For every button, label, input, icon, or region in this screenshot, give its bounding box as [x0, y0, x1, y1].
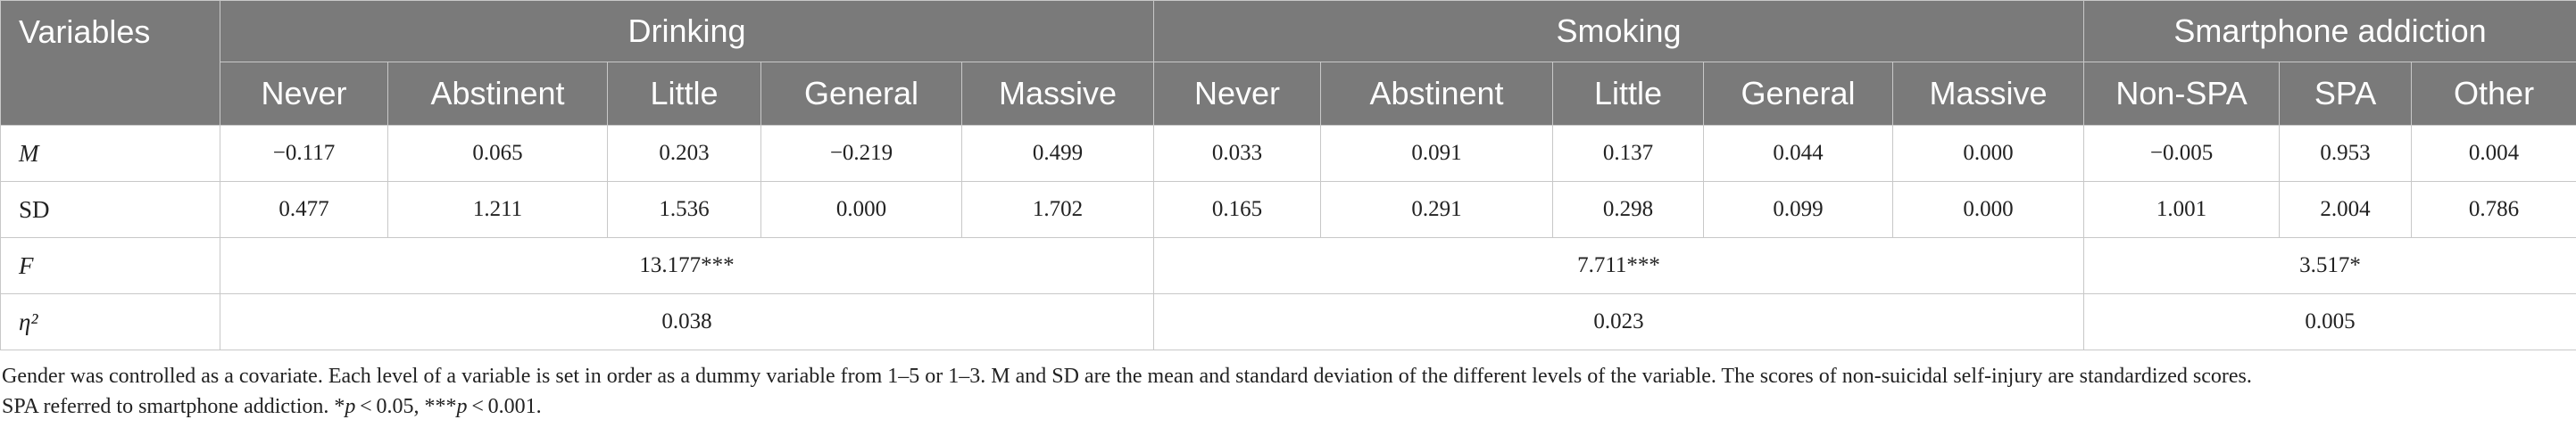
table-row-eta: η² 0.038 0.023 0.005 [0, 293, 2576, 350]
subheader-non-spa: Non-SPA [2083, 62, 2281, 126]
table-cell: 0.953 [2279, 125, 2413, 182]
table-footnote: Gender was controlled as a covariate. Ea… [0, 350, 2576, 422]
table-cell: 0.137 [1552, 125, 1704, 182]
table-cell: 0.099 [1703, 181, 1893, 238]
subheader-drinking-little: Little [607, 62, 761, 126]
footnote-line-2: SPA referred to smartphone addiction. *p… [2, 391, 2576, 422]
table-row-m: M −0.117 0.065 0.203 −0.219 0.499 0.033 … [0, 125, 2576, 182]
table-cell-spa-f: 3.517* [2083, 237, 2576, 294]
table-cell: 0.000 [760, 181, 962, 238]
variables-header: Variables [0, 0, 220, 126]
subheader-smoking-general: General [1703, 62, 1893, 126]
table-cell: 1.211 [387, 181, 608, 238]
row-label-eta: η² [0, 293, 220, 350]
subheader-drinking-never: Never [220, 62, 388, 126]
subheader-smoking-never: Never [1153, 62, 1321, 126]
table-cell: 1.702 [961, 181, 1154, 238]
table-cell-spa-eta: 0.005 [2083, 293, 2576, 350]
footnote-p-symbol: p [456, 395, 468, 418]
table-cell: 0.298 [1552, 181, 1704, 238]
table-cell: 1.001 [2083, 181, 2281, 238]
table-cell: 1.536 [607, 181, 761, 238]
subheader-smoking-massive: Massive [1891, 62, 2085, 126]
table-cell: 0.004 [2411, 125, 2576, 182]
group-header-row: Variables Drinking Smoking Smartphone ad… [0, 0, 2576, 126]
table-cell: 0.203 [607, 125, 761, 182]
footnote-line-1: Gender was controlled as a covariate. Ea… [2, 365, 2252, 388]
footnote-text: < 0.05, *** [355, 395, 457, 418]
table-container: Variables Drinking Smoking Smartphone ad… [0, 0, 2576, 422]
data-table: Variables Drinking Smoking Smartphone ad… [0, 0, 2576, 350]
row-label-f: F [0, 237, 220, 294]
table-cell: −0.219 [760, 125, 962, 182]
table-cell-drinking-eta: 0.038 [220, 293, 1154, 350]
table-cell: 0.165 [1153, 181, 1321, 238]
table-row-f: F 13.177*** 7.711*** 3.517* [0, 237, 2576, 294]
footnote-text: SPA referred to smartphone addiction. * [2, 395, 345, 418]
subheader-row: Never Abstinent Little General Massive N… [1, 62, 2576, 126]
table-cell: 0.091 [1320, 125, 1553, 182]
footnote-text: < 0.001. [467, 395, 542, 418]
table-cell: 0.033 [1153, 125, 1321, 182]
table-cell: 0.000 [1891, 125, 2085, 182]
table-cell: 0.000 [1891, 181, 2085, 238]
subheader-drinking-abstinent: Abstinent [387, 62, 608, 126]
table-row-sd: SD 0.477 1.211 1.536 0.000 1.702 0.165 0… [0, 181, 2576, 238]
group-header-smoking: Smoking [1152, 0, 2085, 62]
table-cell: −0.005 [2083, 125, 2281, 182]
table-cell: 2.004 [2279, 181, 2413, 238]
subheader-drinking-general: General [760, 62, 962, 126]
subheader-smoking-abstinent: Abstinent [1320, 62, 1553, 126]
subheader-drinking-massive: Massive [961, 62, 1154, 126]
subheader-smoking-little: Little [1552, 62, 1704, 126]
table-cell: −0.117 [220, 125, 388, 182]
table-cell: 0.044 [1703, 125, 1893, 182]
group-header-smartphone-addiction: Smartphone addiction [2083, 0, 2576, 62]
table-cell: 0.291 [1320, 181, 1553, 238]
table-cell-smoking-f: 7.711*** [1152, 237, 2085, 294]
subheader-other: Other [2411, 62, 2576, 126]
table-cell: 0.786 [2411, 181, 2576, 238]
table-cell: 0.065 [387, 125, 608, 182]
table-cell-smoking-eta: 0.023 [1152, 293, 2085, 350]
table-cell: 0.477 [220, 181, 388, 238]
footnote-p-symbol: p [345, 395, 356, 418]
table-cell-drinking-f: 13.177*** [220, 237, 1154, 294]
row-label-m: M [0, 125, 220, 182]
row-label-sd: SD [0, 181, 220, 238]
subheader-spa: SPA [2279, 62, 2413, 126]
group-header-drinking: Drinking [220, 0, 1154, 62]
table-cell: 0.499 [961, 125, 1154, 182]
